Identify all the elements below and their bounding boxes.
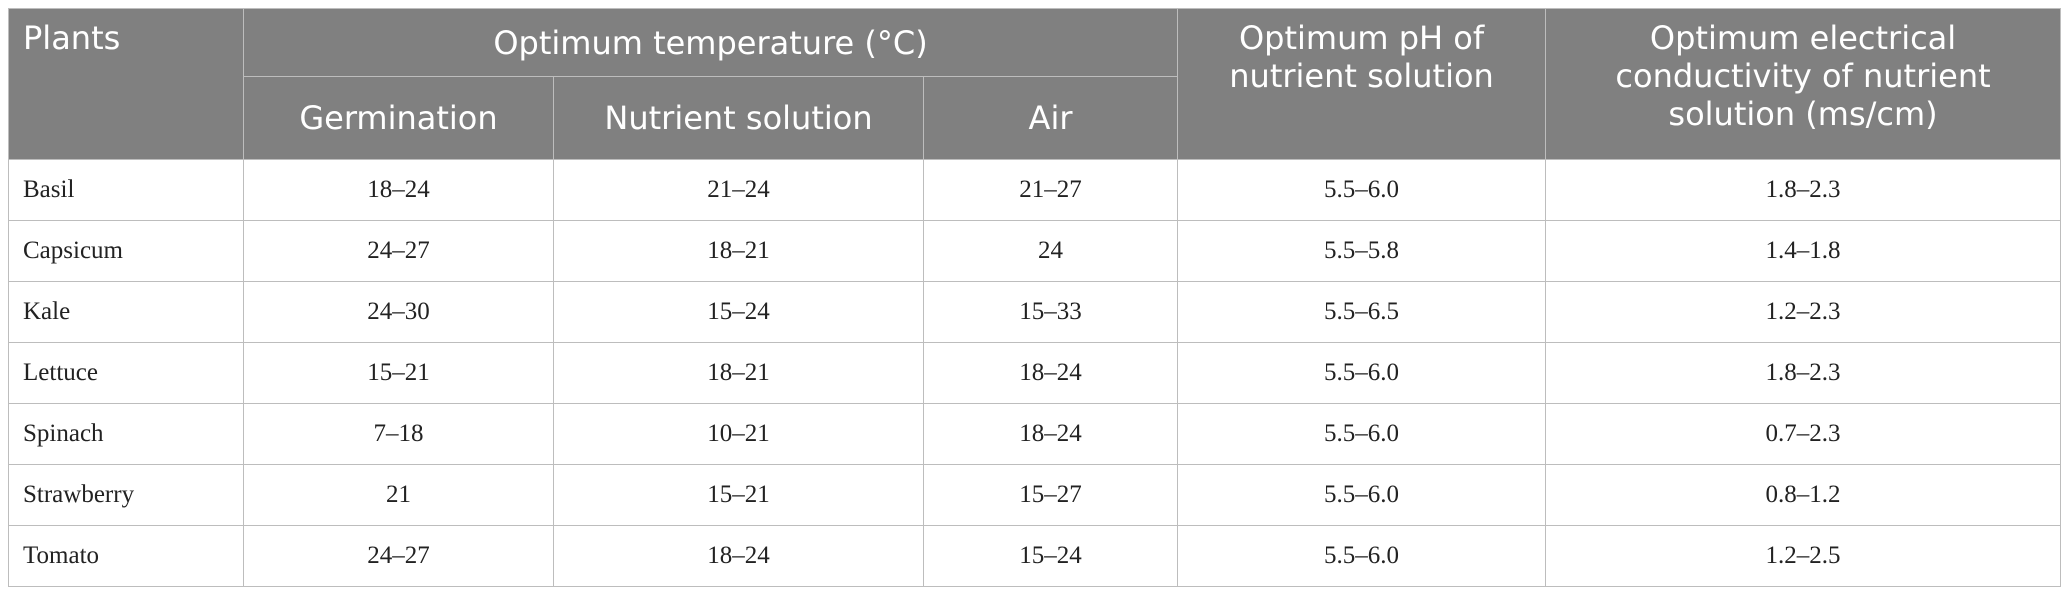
cell-germination: 15–21 xyxy=(243,342,554,404)
cell-nutrient-solution: 18–24 xyxy=(553,525,924,587)
cell-plant: Strawberry xyxy=(8,464,244,526)
header-nutrient-solution: Nutrient solution xyxy=(553,76,924,160)
cell-plant: Tomato xyxy=(8,525,244,587)
cell-ph: 5.5–6.0 xyxy=(1177,342,1547,404)
cell-ec: 1.8–2.3 xyxy=(1545,342,2062,404)
header-row-1: Plants Optimum temperature (°C) Optimum … xyxy=(8,8,2062,160)
cell-germination: 24–30 xyxy=(243,281,554,343)
cell-ec: 1.2–2.3 xyxy=(1545,281,2062,343)
header-ph: Optimum pH of nutrient solution xyxy=(1177,8,1547,160)
cell-ph: 5.5–6.5 xyxy=(1177,281,1547,343)
cell-ec: 0.7–2.3 xyxy=(1545,403,2062,465)
cell-air: 18–24 xyxy=(922,403,1179,465)
cell-ph: 5.5–6.0 xyxy=(1177,159,1547,221)
header-temperature-group: Optimum temperature (°C) xyxy=(242,8,1179,77)
cell-nutrient-solution: 18–21 xyxy=(553,220,924,282)
cell-ec: 1.8–2.3 xyxy=(1545,159,2062,221)
cell-nutrient-solution: 21–24 xyxy=(553,159,924,221)
table-row: Basil 18–24 21–24 21–27 5.5–6.0 1.8–2.3 xyxy=(8,159,2062,221)
header-germination: Germination xyxy=(243,76,554,160)
cell-ph: 5.5–5.8 xyxy=(1177,220,1547,282)
cell-nutrient-solution: 15–24 xyxy=(553,281,924,343)
header-ec: Optimum electrical conductivity of nutri… xyxy=(1545,8,2062,160)
cell-ph: 5.5–6.0 xyxy=(1177,464,1547,526)
data-table-container: Plants Optimum temperature (°C) Optimum … xyxy=(8,8,2062,587)
table-row: Tomato 24–27 18–24 15–24 5.5–6.0 1.2–2.5 xyxy=(8,525,2062,587)
table-row: Lettuce 15–21 18–21 18–24 5.5–6.0 1.8–2.3 xyxy=(8,342,2062,404)
header-plants: Plants xyxy=(8,8,244,160)
table-row: Kale 24–30 15–24 15–33 5.5–6.5 1.2–2.3 xyxy=(8,281,2062,343)
cell-nutrient-solution: 10–21 xyxy=(553,403,924,465)
cell-ph: 5.5–6.0 xyxy=(1177,525,1547,587)
cell-air: 15–33 xyxy=(922,281,1179,343)
cell-air: 21–27 xyxy=(922,159,1179,221)
header-row-2: Germination Nutrient solution Air xyxy=(9,76,2061,160)
cell-plant: Capsicum xyxy=(8,220,244,282)
cell-nutrient-solution: 15–21 xyxy=(553,464,924,526)
cell-plant: Basil xyxy=(8,159,244,221)
cell-ec: 1.2–2.5 xyxy=(1545,525,2062,587)
cell-germination: 18–24 xyxy=(243,159,554,221)
cell-plant: Kale xyxy=(8,281,244,343)
cell-air: 15–27 xyxy=(922,464,1179,526)
header-ec-label: Optimum electrical conductivity of nutri… xyxy=(1615,19,1991,133)
cell-air: 18–24 xyxy=(922,342,1179,404)
cell-nutrient-solution: 18–21 xyxy=(553,342,924,404)
plant-conditions-table: Plants Optimum temperature (°C) Optimum … xyxy=(8,8,2062,587)
table-row: Spinach 7–18 10–21 18–24 5.5–6.0 0.7–2.3 xyxy=(8,403,2062,465)
table-body: Basil 18–24 21–24 21–27 5.5–6.0 1.8–2.3 Capsic… xyxy=(8,159,2062,587)
cell-germination: 24–27 xyxy=(243,220,554,282)
cell-ec: 0.8–1.2 xyxy=(1545,464,2062,526)
cell-germination: 21 xyxy=(243,464,554,526)
header-ph-label: Optimum pH of nutrient solution xyxy=(1229,19,1494,95)
cell-plant: Spinach xyxy=(8,403,244,465)
cell-plant: Lettuce xyxy=(8,342,244,404)
cell-germination: 24–27 xyxy=(243,525,554,587)
cell-germination: 7–18 xyxy=(243,403,554,465)
table-header: Plants Optimum temperature (°C) Optimum … xyxy=(8,8,2062,160)
cell-ph: 5.5–6.0 xyxy=(1177,403,1547,465)
cell-ec: 1.4–1.8 xyxy=(1545,220,2062,282)
table-row: Strawberry 21 15–21 15–27 5.5–6.0 0.8–1.2 xyxy=(8,464,2062,526)
cell-air: 24 xyxy=(922,220,1179,282)
cell-air: 15–24 xyxy=(922,525,1179,587)
table-row: Capsicum 24–27 18–21 24 5.5–5.8 1.4–1.8 xyxy=(8,220,2062,282)
header-air: Air xyxy=(922,76,1179,160)
